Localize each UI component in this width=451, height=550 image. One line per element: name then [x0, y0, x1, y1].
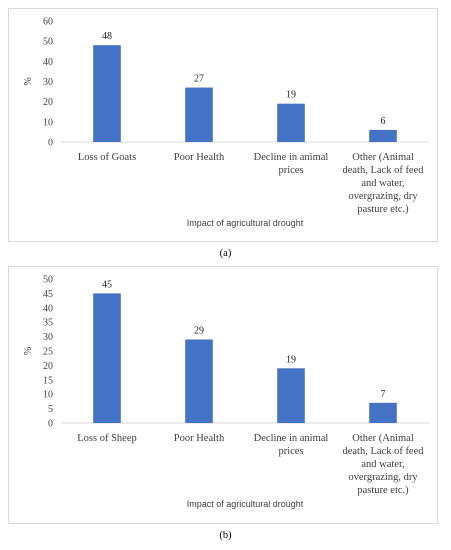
x-tick-label: Other (Animal: [352, 152, 414, 163]
data-label: 6: [381, 116, 386, 127]
x-axis-title: Impact of agricultural drought: [187, 218, 304, 228]
data-label: 29: [194, 325, 204, 336]
bar: [369, 129, 397, 142]
x-axis-title: Impact of agricultural drought: [187, 499, 304, 509]
y-tick-label: 50: [43, 37, 53, 48]
data-label: 45: [102, 279, 112, 290]
y-tick-label: 0: [48, 419, 53, 430]
x-tick-label: overgrazing, dry: [348, 472, 418, 483]
bar: [277, 368, 305, 423]
data-label: 19: [286, 354, 296, 365]
x-tick-label: Poor Health: [174, 433, 225, 444]
bar-chart-a: 0 10 20 30 40 50 60% 48 Loss of Goats 27 Poor Heal…: [23, 17, 429, 228]
panel-caption-b: (b): [219, 530, 232, 541]
chart-panel-b: 0 5 10 15 20 25 30 35 40 45 50% 45 Loss of Sheep 29 Po…: [8, 266, 438, 524]
bar: [369, 402, 397, 423]
bar-chart-b: 0 5 10 15 20 25 30 35 40 45 50% 45 Loss of Sheep 29 Po…: [23, 275, 429, 509]
y-tick-label: 30: [43, 77, 53, 88]
y-axis-label: %: [23, 77, 34, 85]
x-tick-label: Loss of Sheep: [77, 433, 137, 444]
chart-panel-a: 0 10 20 30 40 50 60% 48 Loss of Goats 27 Poor Heal…: [8, 8, 438, 242]
data-label: 7: [381, 389, 386, 400]
x-tick-label: death, Lack of feed: [342, 446, 424, 457]
y-tick-label: 45: [43, 289, 53, 300]
y-tick-label: 5: [48, 404, 53, 415]
y-tick-label: 40: [43, 57, 53, 68]
data-label: 19: [286, 90, 296, 101]
x-tick-label: and water,: [361, 178, 404, 189]
x-tick-label: pasture etc.): [357, 485, 409, 496]
y-tick-label: 30: [43, 332, 53, 343]
data-label: 27: [194, 74, 204, 85]
y-tick-label: 0: [48, 138, 53, 149]
x-tick-label: Other (Animal: [352, 433, 414, 444]
y-tick-label: 20: [43, 361, 53, 372]
x-tick-label: prices: [278, 446, 303, 457]
y-tick-label: 35: [43, 318, 53, 329]
x-tick-label: Loss of Goats: [78, 152, 136, 163]
x-tick-label: pasture etc.): [357, 204, 409, 215]
y-tick-label: 15: [43, 375, 53, 386]
y-tick-label: 60: [43, 17, 53, 28]
bar: [93, 293, 121, 423]
data-label: 48: [102, 31, 112, 42]
x-tick-label: and water,: [361, 459, 404, 470]
y-tick-label: 10: [43, 117, 53, 128]
y-tick-label: 20: [43, 97, 53, 108]
x-tick-label: Poor Health: [174, 152, 225, 163]
y-tick-label: 25: [43, 347, 53, 358]
x-tick-label: prices: [278, 165, 303, 176]
y-tick-label: 40: [43, 303, 53, 314]
bar: [277, 103, 305, 142]
bar: [185, 87, 213, 142]
panel-caption-a: (a): [219, 248, 232, 259]
x-tick-label: Decline in animal: [254, 433, 329, 444]
x-tick-label: death, Lack of feed: [342, 165, 424, 176]
y-tick-label: 10: [43, 390, 53, 401]
x-tick-label: Decline in animal: [254, 152, 329, 163]
x-tick-label: overgrazing, dry: [348, 191, 418, 202]
bar: [185, 339, 213, 423]
y-axis-label: %: [23, 347, 34, 355]
bar: [93, 45, 121, 143]
y-tick-label: 50: [43, 275, 53, 286]
